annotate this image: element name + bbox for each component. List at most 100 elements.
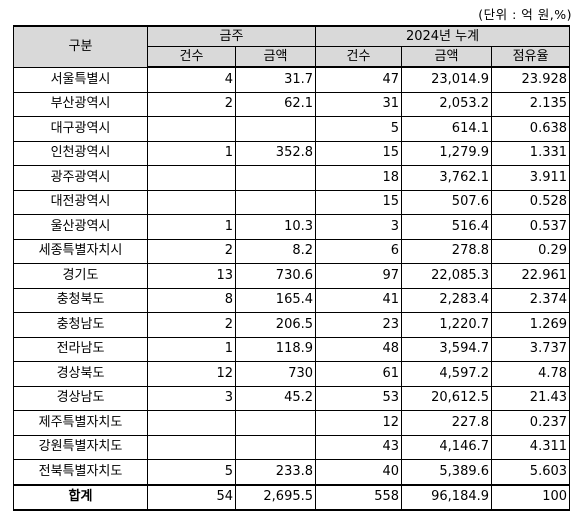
cell-region: 세종특별자치시	[13, 238, 148, 264]
table-row: 부산광역시 2 62.1 31 2,053.2 2.135	[13, 91, 571, 117]
header-cumulative: 2024년 누계	[315, 25, 571, 47]
cell-cumulative-count: 5	[315, 116, 403, 142]
header-weekly: 금주	[146, 25, 317, 47]
header-cumulative-amount: 금액	[401, 46, 493, 68]
header-row-top: 구분 금주 2024년 누계	[13, 25, 571, 68]
cell-region: 인천광역시	[13, 140, 148, 166]
cell-cumulative-count: 41	[315, 287, 403, 313]
cell-cumulative-count: 97	[315, 263, 403, 289]
cell-cumulative-amount: 5,389.6	[401, 459, 493, 485]
header-share: 점유율	[491, 46, 571, 68]
cell-cumulative-count: 15	[315, 189, 403, 215]
cell-region: 강원특별자치도	[13, 434, 148, 460]
cell-weekly-count	[147, 189, 236, 215]
cell-weekly-amount: 2,695.5	[234, 483, 317, 511]
cell-weekly-count: 2	[147, 91, 236, 117]
cell-weekly-count: 8	[147, 287, 236, 313]
cell-share: 100	[491, 483, 571, 511]
cell-weekly-count	[147, 116, 236, 142]
cell-weekly-amount: 45.2	[234, 385, 317, 411]
cell-share: 3.737	[491, 336, 571, 362]
header-weekly-count: 건수	[147, 46, 236, 68]
cell-share: 1.331	[491, 140, 571, 166]
cell-share: 3.911	[491, 165, 571, 191]
cell-cumulative-amount: 3,762.1	[401, 165, 493, 191]
cell-share: 0.528	[491, 189, 571, 215]
cell-weekly-amount: 730.6	[234, 263, 317, 289]
cell-weekly-count: 1	[147, 140, 236, 166]
cell-cumulative-count: 31	[315, 91, 403, 117]
cell-share: 4.78	[491, 361, 571, 387]
cell-cumulative-amount: 1,220.7	[401, 312, 493, 338]
cell-cumulative-amount: 278.8	[401, 238, 493, 264]
cell-cumulative-amount: 22,085.3	[401, 263, 493, 289]
cell-weekly-count: 12	[147, 361, 236, 387]
cell-weekly-count	[147, 410, 236, 436]
cell-weekly-amount	[234, 434, 317, 460]
table-row: 충청북도 8 165.4 41 2,283.4 2.374	[13, 287, 571, 313]
cell-cumulative-amount: 23,014.9	[401, 66, 493, 93]
cell-weekly-amount: 31.7	[234, 66, 317, 93]
cell-share: 1.269	[491, 312, 571, 338]
cell-cumulative-amount: 4,146.7	[401, 434, 493, 460]
cell-cumulative-count: 23	[315, 312, 403, 338]
cell-cumulative-amount: 96,184.9	[401, 483, 493, 511]
cell-region: 전북특별자치도	[13, 459, 148, 485]
table-row: 경기도 13 730.6 97 22,085.3 22.961	[13, 263, 571, 289]
cell-weekly-amount	[234, 189, 317, 215]
cell-cumulative-count: 558	[315, 483, 403, 511]
cell-cumulative-count: 6	[315, 238, 403, 264]
table-row: 광주광역시 18 3,762.1 3.911	[13, 165, 571, 191]
table-row: 울산광역시 1 10.3 3 516.4 0.537	[13, 214, 571, 240]
cell-weekly-count: 4	[147, 66, 236, 93]
cell-cumulative-count: 3	[315, 214, 403, 240]
table-body: 서울특별시 4 31.7 47 23,014.9 23.928 부산광역시 2 62.1 31 2,…	[13, 66, 571, 511]
cell-weekly-amount: 62.1	[234, 91, 317, 117]
cell-cumulative-count: 12	[315, 410, 403, 436]
cell-region: 충청북도	[13, 287, 148, 313]
table-row: 경상남도 3 45.2 53 20,612.5 21.43	[13, 385, 571, 411]
header-cumulative-count: 건수	[315, 46, 403, 68]
cell-share: 0.537	[491, 214, 571, 240]
cell-cumulative-count: 48	[315, 336, 403, 362]
cell-weekly-amount	[234, 116, 317, 142]
cell-cumulative-amount: 2,053.2	[401, 91, 493, 117]
cell-cumulative-count: 53	[315, 385, 403, 411]
cell-share: 23.928	[491, 66, 571, 93]
header-weekly-amount: 금액	[234, 46, 317, 68]
cell-cumulative-count: 15	[315, 140, 403, 166]
cell-share: 2.135	[491, 91, 571, 117]
cell-weekly-amount: 118.9	[234, 336, 317, 362]
table-row: 대구광역시 5 614.1 0.638	[13, 116, 571, 142]
cell-region: 부산광역시	[13, 91, 148, 117]
cell-weekly-count	[147, 434, 236, 460]
cell-cumulative-amount: 3,594.7	[401, 336, 493, 362]
regional-stats-table: 구분 금주 2024년 누계 건수 금액 건수 금액 점유율 서울특별시 4 31.…	[13, 25, 571, 511]
cell-cumulative-count: 61	[315, 361, 403, 387]
cell-region: 울산광역시	[13, 214, 148, 240]
cell-share: 0.638	[491, 116, 571, 142]
cell-weekly-amount	[234, 410, 317, 436]
cell-region: 대구광역시	[13, 116, 148, 142]
cell-share: 4.311	[491, 434, 571, 460]
cell-weekly-count: 1	[147, 336, 236, 362]
cell-cumulative-amount: 1,279.9	[401, 140, 493, 166]
cell-region: 경상북도	[13, 361, 148, 387]
cell-cumulative-count: 43	[315, 434, 403, 460]
table-row: 충청남도 2 206.5 23 1,220.7 1.269	[13, 312, 571, 338]
cell-weekly-amount	[234, 165, 317, 191]
cell-region: 충청남도	[13, 312, 148, 338]
cell-cumulative-amount: 507.6	[401, 189, 493, 215]
table-row: 전북특별자치도 5 233.8 40 5,389.6 5.603	[13, 459, 571, 485]
cell-region: 대전광역시	[13, 189, 148, 215]
header-gubun: 구분	[13, 25, 148, 68]
cell-weekly-amount: 730	[234, 361, 317, 387]
cell-weekly-count: 54	[147, 483, 236, 511]
total-row: 합계 54 2,695.5 558 96,184.9 100	[13, 483, 571, 511]
cell-weekly-amount: 8.2	[234, 238, 317, 264]
table-row: 강원특별자치도 43 4,146.7 4.311	[13, 434, 571, 460]
cell-share: 0.29	[491, 238, 571, 264]
cell-weekly-amount: 206.5	[234, 312, 317, 338]
table-row: 제주특별자치도 12 227.8 0.237	[13, 410, 571, 436]
cell-weekly-amount: 165.4	[234, 287, 317, 313]
